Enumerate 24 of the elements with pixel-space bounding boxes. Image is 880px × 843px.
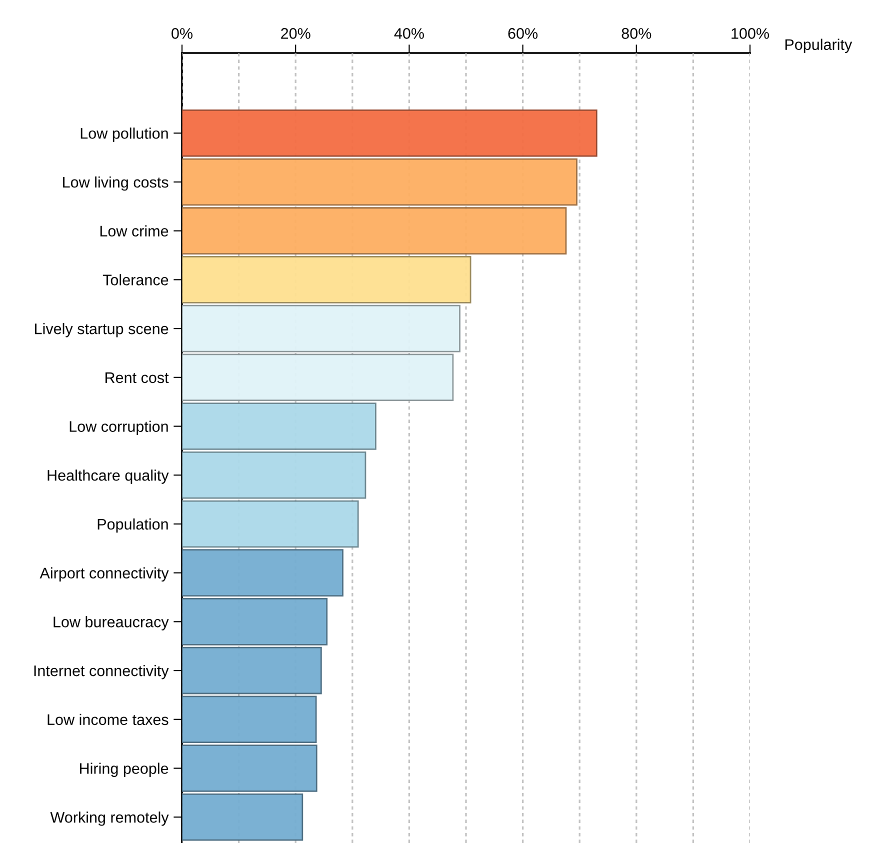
- y-tick-label: Low crime: [100, 225, 168, 237]
- y-tick-label: Rent cost: [106, 372, 169, 384]
- x-tick-label: 20%: [281, 28, 310, 39]
- bar: [182, 109, 598, 157]
- y-tick-label: Low bureaucracy: [54, 616, 169, 630]
- y-tick-label: Healthcare quality: [48, 470, 169, 484]
- y-tick-label: Low living costs: [63, 176, 168, 191]
- bar: [182, 256, 472, 304]
- y-tick-label: Lively startup scene: [35, 323, 168, 338]
- x-axis-title: Popularity: [785, 38, 852, 53]
- y-tick-label: Airport connectivity: [40, 567, 169, 582]
- y-tick-label: Hiring people: [80, 762, 168, 777]
- y-tick-label: Low pollution: [80, 128, 168, 142]
- x-tick-label: 100%: [732, 28, 769, 39]
- y-tick-label: Low income taxes: [48, 714, 168, 726]
- x-tick-label: 80%: [622, 28, 652, 39]
- x-tick-label: 40%: [394, 28, 424, 39]
- y-tick-label: Working remotely: [50, 812, 169, 826]
- y-tick-label: Population: [98, 518, 168, 533]
- x-tick-label: 0%: [172, 28, 192, 39]
- y-tick-label: Tolerance: [102, 274, 168, 286]
- x-tick-label: 60%: [508, 28, 538, 39]
- y-tick-label: Low corruption: [70, 420, 168, 435]
- y-tick-label: Internet connectivity: [34, 665, 169, 680]
